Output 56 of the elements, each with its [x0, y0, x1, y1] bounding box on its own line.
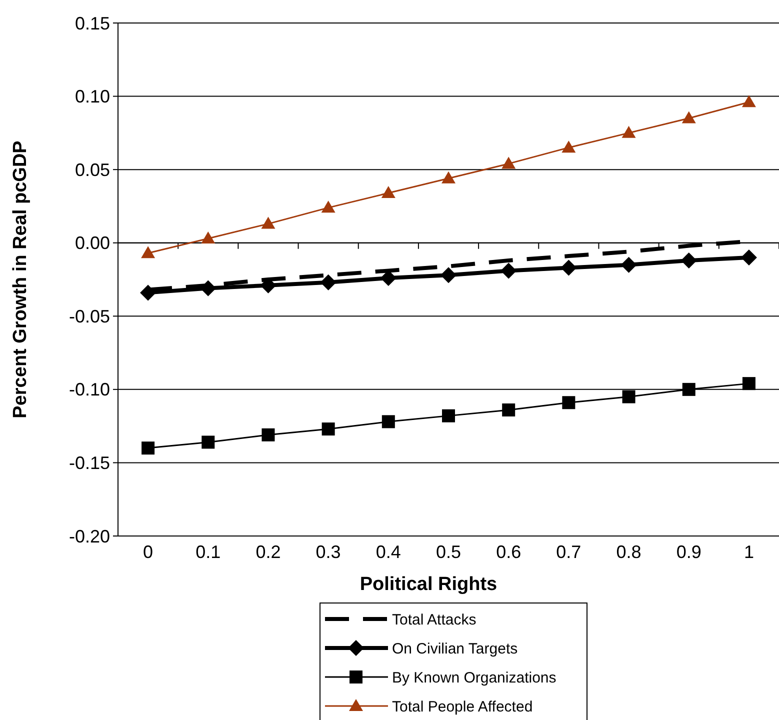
y-tick-label: 0.15	[74, 13, 110, 34]
point	[142, 442, 155, 455]
point	[502, 403, 516, 416]
x-tick-label: 0.4	[376, 542, 401, 562]
point	[500, 262, 517, 279]
x-tick-label: 1	[744, 542, 754, 562]
x-tick-label: 0.5	[436, 542, 462, 562]
point	[740, 250, 757, 266]
point	[742, 377, 756, 390]
point	[140, 284, 156, 301]
point	[442, 409, 455, 422]
point	[261, 216, 276, 229]
y-tick-label: 0.05	[74, 160, 110, 180]
y-tick-label: -0.05	[68, 306, 110, 326]
x-tick-label: 0.8	[616, 542, 642, 562]
point	[322, 422, 335, 436]
y-tick-label: 0.00	[74, 233, 110, 254]
point	[682, 111, 696, 124]
y-tick-label: -0.10	[68, 380, 110, 400]
point	[502, 156, 516, 169]
point	[262, 428, 275, 442]
legend-label: On Civilian Targets	[392, 640, 518, 658]
x-tick-label: 0.6	[496, 542, 522, 562]
point	[742, 95, 756, 108]
y-axis-title: Percent Growth in Real pcGDP	[10, 140, 31, 418]
legend-label: Total Attacks	[392, 611, 476, 628]
point	[622, 126, 636, 138]
y-tick-label: -0.20	[68, 526, 110, 546]
x-axis-title: Political Rights	[360, 574, 498, 595]
point	[202, 436, 215, 449]
legend-label: By Known Organizations	[392, 669, 556, 686]
point	[560, 260, 577, 276]
point	[260, 277, 276, 294]
x-tick-label: 0	[143, 542, 154, 562]
point	[442, 171, 456, 184]
point	[680, 252, 697, 268]
point	[562, 396, 576, 410]
y-tick-label: -0.15	[68, 453, 110, 474]
legend-label: Total People Affected	[392, 698, 533, 716]
x-tick-label: 0.1	[196, 542, 221, 562]
y-tick-label: 0.10	[74, 86, 110, 107]
x-tick-label: 0.3	[316, 542, 341, 562]
point	[141, 246, 156, 258]
point	[381, 186, 396, 198]
point	[622, 390, 636, 404]
x-tick-label: 0.9	[676, 542, 702, 562]
x-tick-label: 0.7	[556, 542, 582, 562]
point	[320, 274, 336, 290]
point	[440, 267, 456, 284]
x-tick-label: 0.2	[256, 542, 281, 562]
point	[201, 231, 216, 244]
point	[682, 382, 696, 396]
point	[382, 415, 395, 428]
point	[562, 140, 576, 153]
point	[321, 200, 336, 213]
point	[620, 256, 637, 273]
